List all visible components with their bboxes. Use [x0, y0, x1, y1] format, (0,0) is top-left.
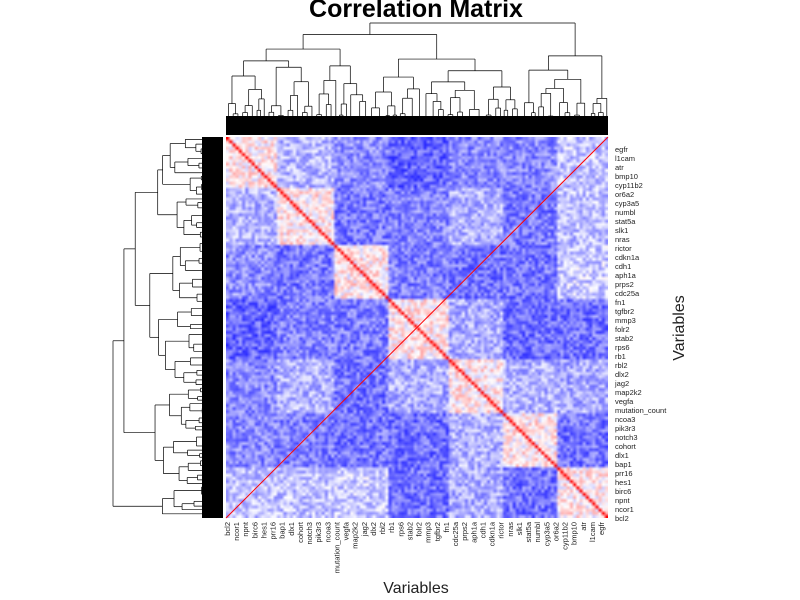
x-tick-label: npnt — [241, 521, 250, 537]
x-tick-label: nras — [506, 522, 515, 537]
x-tick-label: jag2 — [360, 522, 369, 537]
top-leaf-band — [226, 116, 608, 135]
x-tick-label: fn1 — [442, 522, 451, 532]
x-tick-label: prps2 — [460, 522, 469, 541]
left-leaf-band — [202, 137, 223, 518]
chart-title: Correlation Matrix — [309, 0, 523, 23]
y-tick-label: or6a2 — [615, 190, 634, 199]
x-tick-label: notch3 — [305, 522, 314, 545]
y-tick-label: cdc25a — [615, 289, 640, 298]
y-tick-label: cohort — [615, 442, 637, 451]
diagonal-line — [225, 136, 609, 519]
y-tick-label: rb1 — [615, 352, 626, 361]
y-tick-label: npnt — [615, 496, 631, 505]
x-tick-label: rbl2 — [378, 522, 387, 535]
x-tick-label: ncoa3 — [323, 522, 332, 542]
y-tick-label: cyp11b2 — [615, 181, 643, 190]
y-tick-label: numbl — [615, 208, 636, 217]
y-tick-label: rictor — [615, 244, 632, 253]
x-tick-label: folr2 — [415, 522, 424, 537]
x-tick-label: map2k2 — [351, 522, 360, 549]
x-tick-label: cdkn1a — [488, 521, 497, 546]
y-tick-label: bcl2 — [615, 514, 629, 523]
x-tick-label: pik3r3 — [314, 522, 323, 542]
x-axis-title: Variables — [383, 580, 449, 597]
y-tick-label: vegfa — [615, 397, 634, 406]
y-tick-label: aph1a — [615, 271, 637, 280]
left-dendrogram — [112, 137, 223, 518]
x-tick-label: hes1 — [259, 522, 268, 538]
x-tick-label: birc6 — [250, 522, 259, 538]
x-tick-label: tgfbr2 — [433, 522, 442, 541]
x-tick-label: mmp3 — [424, 522, 433, 543]
y-tick-label: l1cam — [615, 154, 635, 163]
y-tick-label: dlx1 — [615, 451, 629, 460]
x-tick-label: aph1a — [469, 521, 478, 543]
x-tick-label: stat5a — [524, 521, 533, 542]
x-tick-label: mutation_count — [332, 521, 341, 573]
x-tick-label: cdh1 — [478, 522, 487, 538]
y-tick-label: birc6 — [615, 487, 631, 496]
y-tick-label: map2k2 — [615, 388, 642, 397]
x-tick-label: ncor1 — [232, 522, 241, 541]
y-tick-label: ncor1 — [615, 505, 634, 514]
y-tick-label: fn1 — [615, 298, 625, 307]
y-tick-label: nras — [615, 235, 630, 244]
y-tick-label: slk1 — [615, 226, 628, 235]
y-tick-label: atr — [615, 163, 624, 172]
y-tick-label: cyp3a5 — [615, 199, 639, 208]
y-tick-label: hes1 — [615, 478, 631, 487]
y-tick-label: egfr — [615, 145, 628, 154]
x-tick-label: bcl2 — [223, 522, 232, 536]
x-tick-label: slk1 — [515, 522, 524, 535]
x-tick-label: numbl — [533, 522, 542, 543]
x-tick-label: prr16 — [269, 522, 278, 540]
x-tick-label: bmp10 — [570, 522, 579, 545]
y-tick-labels: egfrl1camatrbmp10cyp11b2or6a2cyp3a5numbl… — [614, 145, 667, 523]
y-tick-label: mmp3 — [615, 316, 636, 325]
y-tick-label: folr2 — [615, 325, 630, 334]
y-tick-label: pik3r3 — [615, 424, 635, 433]
x-tick-label: atr — [579, 522, 588, 531]
x-tick-label: cyp11b2 — [561, 522, 570, 550]
y-tick-label: bmp10 — [615, 172, 638, 181]
x-tick-labels: bcl2 ncor1 npnt birc6 hes1 prr16 bap1 dlx1 cohor… — [223, 521, 606, 573]
y-axis-title: Variables — [671, 295, 688, 361]
x-tick-label: vegfa — [342, 521, 351, 540]
x-tick-label: bap1 — [278, 522, 287, 539]
x-tick-label: cdc25a — [451, 521, 460, 546]
y-tick-label: bap1 — [615, 460, 632, 469]
y-tick-label: rbl2 — [615, 361, 628, 370]
x-tick-label: or6a2 — [551, 522, 560, 541]
x-tick-label: cohort — [296, 521, 305, 543]
y-tick-label: dlx2 — [615, 370, 629, 379]
y-tick-label: notch3 — [615, 433, 638, 442]
x-tick-label: rb1 — [387, 522, 396, 533]
x-tick-label: rps6 — [396, 522, 405, 537]
y-tick-label: cdkn1a — [615, 253, 640, 262]
y-tick-label: tgfbr2 — [615, 307, 634, 316]
y-tick-label: cdh1 — [615, 262, 631, 271]
y-tick-label: jag2 — [614, 379, 629, 388]
y-tick-label: stab2 — [615, 334, 633, 343]
y-tick-label: ncoa3 — [615, 415, 635, 424]
top-dendrogram — [226, 22, 608, 135]
y-tick-label: rps6 — [615, 343, 630, 352]
y-tick-label: prr16 — [615, 469, 633, 478]
x-tick-label: rictor — [497, 522, 506, 539]
y-tick-label: mutation_count — [615, 406, 667, 415]
y-tick-label: prps2 — [615, 280, 634, 289]
x-tick-label: dlx1 — [287, 522, 296, 536]
x-tick-label: cyp3a5 — [542, 522, 551, 546]
x-tick-label: l1cam — [588, 522, 597, 542]
x-tick-label: dlx2 — [369, 522, 378, 536]
x-tick-label: stab2 — [405, 522, 414, 540]
y-tick-label: stat5a — [615, 217, 636, 226]
x-tick-label: egfr — [597, 522, 606, 535]
